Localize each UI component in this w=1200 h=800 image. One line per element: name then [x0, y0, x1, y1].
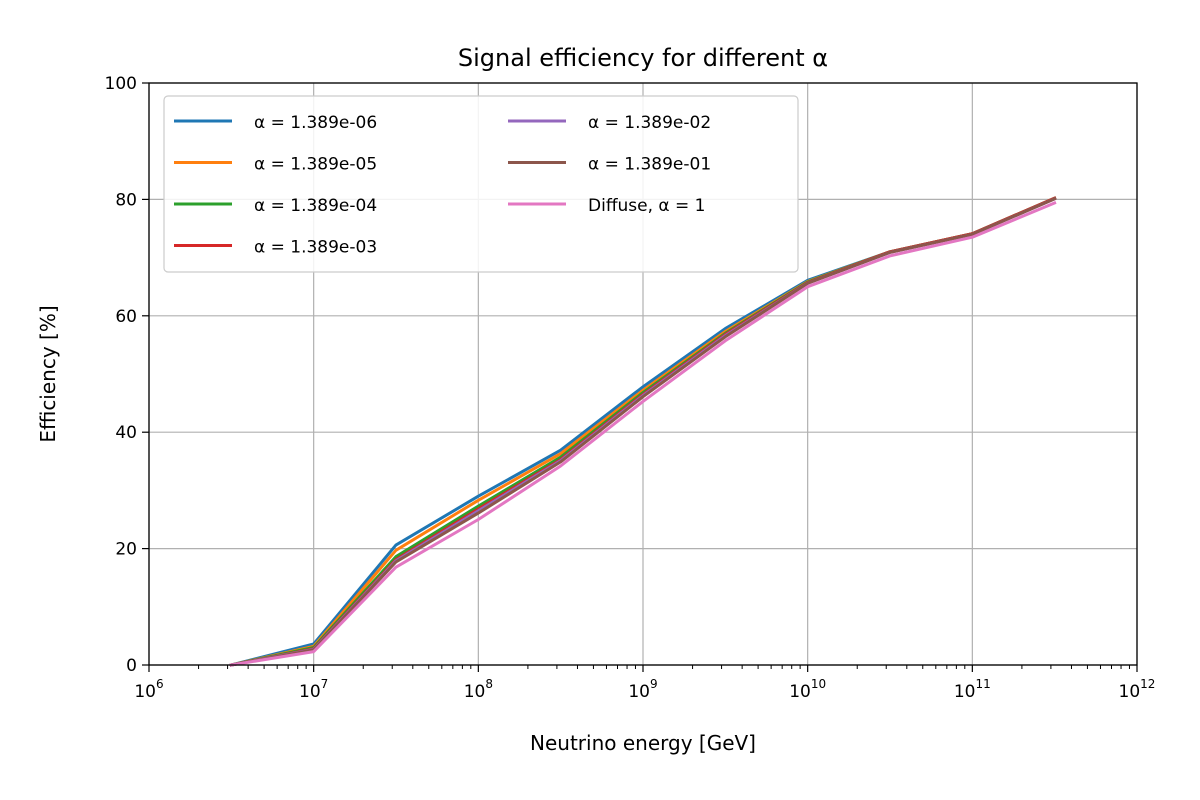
- legend-entry: α = 1.389e-04: [254, 196, 377, 216]
- legend-frame: [163, 95, 799, 273]
- y-axis: 0 20 40 60 80 100: [105, 74, 149, 676]
- series-line: [229, 200, 1057, 667]
- y-tick-label: 100: [105, 74, 137, 94]
- y-tick-label: 80: [115, 190, 137, 210]
- x-tick-label: 108: [464, 677, 493, 702]
- series-line: [229, 196, 1057, 667]
- x-tick-label: 1011: [954, 677, 991, 702]
- chart-title: Signal efficiency for different α: [458, 44, 828, 72]
- y-axis-label: Efficiency [%]: [36, 305, 60, 442]
- x-tick-label: 109: [628, 677, 657, 702]
- y-tick-label: 40: [115, 423, 137, 443]
- x-axis-label: Neutrino energy [GeV]: [530, 731, 756, 755]
- y-tick-label: 60: [115, 307, 137, 327]
- y-tick-label: 20: [115, 540, 137, 560]
- legend-entry: α = 1.389e-01: [588, 155, 711, 175]
- legend-entry: α = 1.389e-03: [254, 238, 377, 258]
- x-tick-label: 107: [299, 677, 328, 702]
- legend-entry: α = 1.389e-06: [254, 113, 377, 133]
- legend: α = 1.389e-06 α = 1.389e-05 α = 1.389e-04 α…: [163, 95, 799, 273]
- series-layer: [229, 196, 1057, 667]
- x-axis: 106 107 108 109 1010 1011 1012: [134, 665, 1155, 702]
- legend-entry: Diffuse, α = 1: [588, 196, 706, 216]
- x-tick-label: 106: [134, 677, 163, 702]
- legend-entry: α = 1.389e-02: [588, 113, 711, 133]
- legend-entry: α = 1.389e-05: [254, 155, 377, 175]
- y-tick-label: 0: [126, 656, 137, 676]
- x-tick-label: 1012: [1119, 677, 1156, 702]
- x-tick-label: 1010: [789, 677, 826, 702]
